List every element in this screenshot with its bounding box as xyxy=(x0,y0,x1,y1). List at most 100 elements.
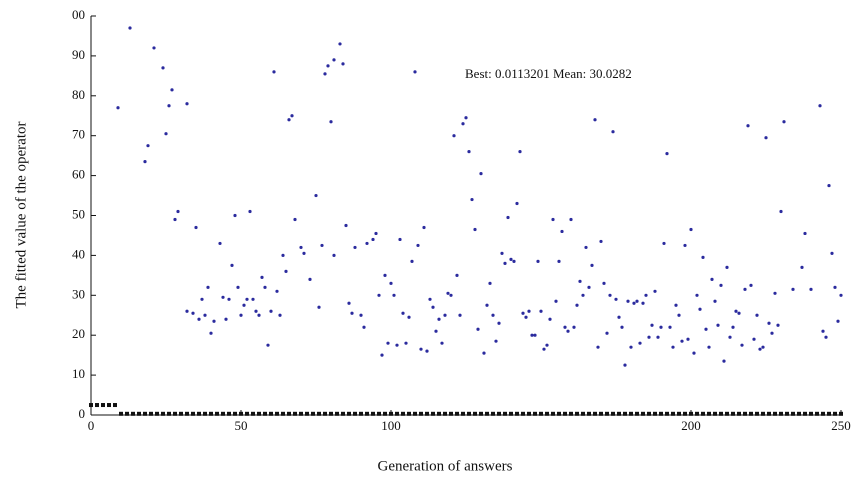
point xyxy=(611,411,615,416)
point xyxy=(659,411,663,416)
point xyxy=(596,345,600,349)
point xyxy=(419,411,423,416)
point xyxy=(641,301,645,305)
point xyxy=(548,317,552,321)
point xyxy=(428,297,432,301)
point xyxy=(689,227,693,232)
point xyxy=(323,411,327,416)
point xyxy=(401,411,405,416)
point xyxy=(473,227,477,232)
point xyxy=(320,243,324,248)
point xyxy=(614,297,618,301)
point xyxy=(632,301,636,305)
point xyxy=(536,259,540,263)
point xyxy=(422,225,426,230)
point xyxy=(713,299,717,303)
point xyxy=(224,317,228,321)
y-tick-label: 00 xyxy=(72,7,85,22)
point xyxy=(314,193,318,198)
point xyxy=(716,323,720,327)
point xyxy=(836,319,840,323)
point xyxy=(185,102,189,106)
point xyxy=(638,341,642,345)
point xyxy=(329,411,333,416)
point xyxy=(89,403,93,408)
point xyxy=(455,411,459,416)
point xyxy=(236,285,240,289)
point xyxy=(611,130,615,134)
point xyxy=(737,411,741,416)
point xyxy=(527,411,531,416)
point xyxy=(533,333,537,337)
point xyxy=(293,217,297,222)
point xyxy=(392,293,396,297)
point xyxy=(227,411,231,416)
point xyxy=(629,345,633,349)
point xyxy=(329,120,333,124)
point xyxy=(209,411,213,416)
point xyxy=(374,231,378,236)
point xyxy=(683,243,687,248)
point xyxy=(635,411,639,416)
point xyxy=(755,411,759,416)
point xyxy=(647,335,651,339)
point xyxy=(491,411,495,416)
point xyxy=(185,309,189,313)
point xyxy=(599,239,603,244)
point xyxy=(746,124,750,128)
point xyxy=(116,106,120,110)
point xyxy=(815,411,819,416)
y-tick-label: 60 xyxy=(72,167,85,182)
point xyxy=(584,245,588,250)
point xyxy=(581,411,585,416)
point xyxy=(155,411,159,416)
point xyxy=(818,104,822,108)
point xyxy=(449,293,453,297)
point xyxy=(404,341,408,345)
point xyxy=(443,313,447,317)
point xyxy=(401,311,405,315)
point xyxy=(761,345,765,349)
y-tick-label: 30 xyxy=(72,286,85,301)
point xyxy=(407,411,411,416)
point xyxy=(734,309,738,313)
point xyxy=(701,255,705,259)
point xyxy=(245,297,249,301)
point xyxy=(209,331,213,335)
point xyxy=(290,114,294,118)
point xyxy=(545,411,549,416)
y-tick-label: 50 xyxy=(72,206,85,221)
point xyxy=(125,411,129,416)
point xyxy=(641,411,645,416)
point xyxy=(281,253,285,257)
point xyxy=(767,411,771,416)
y-tick-label: 90 xyxy=(72,47,85,62)
point xyxy=(215,411,219,416)
point xyxy=(206,285,210,289)
point xyxy=(425,349,429,353)
point xyxy=(203,411,207,416)
point xyxy=(503,411,507,416)
point xyxy=(731,411,735,416)
point xyxy=(497,321,501,325)
point xyxy=(569,411,573,416)
point xyxy=(365,411,369,416)
point xyxy=(773,291,777,295)
point xyxy=(398,237,402,242)
annotation: Best: 0.0113201 Mean: 30.0282 xyxy=(465,66,632,81)
point xyxy=(326,64,330,68)
point xyxy=(389,281,393,285)
point xyxy=(218,241,222,246)
point xyxy=(647,411,651,416)
y-tick-label: 0 xyxy=(79,406,86,421)
point xyxy=(359,313,363,317)
point xyxy=(230,263,234,267)
point xyxy=(194,225,198,230)
point xyxy=(704,327,708,331)
point xyxy=(830,251,834,256)
point xyxy=(608,293,612,297)
y-tick-label: 40 xyxy=(72,246,85,261)
point xyxy=(839,293,843,297)
point xyxy=(365,241,369,246)
point xyxy=(269,411,273,416)
